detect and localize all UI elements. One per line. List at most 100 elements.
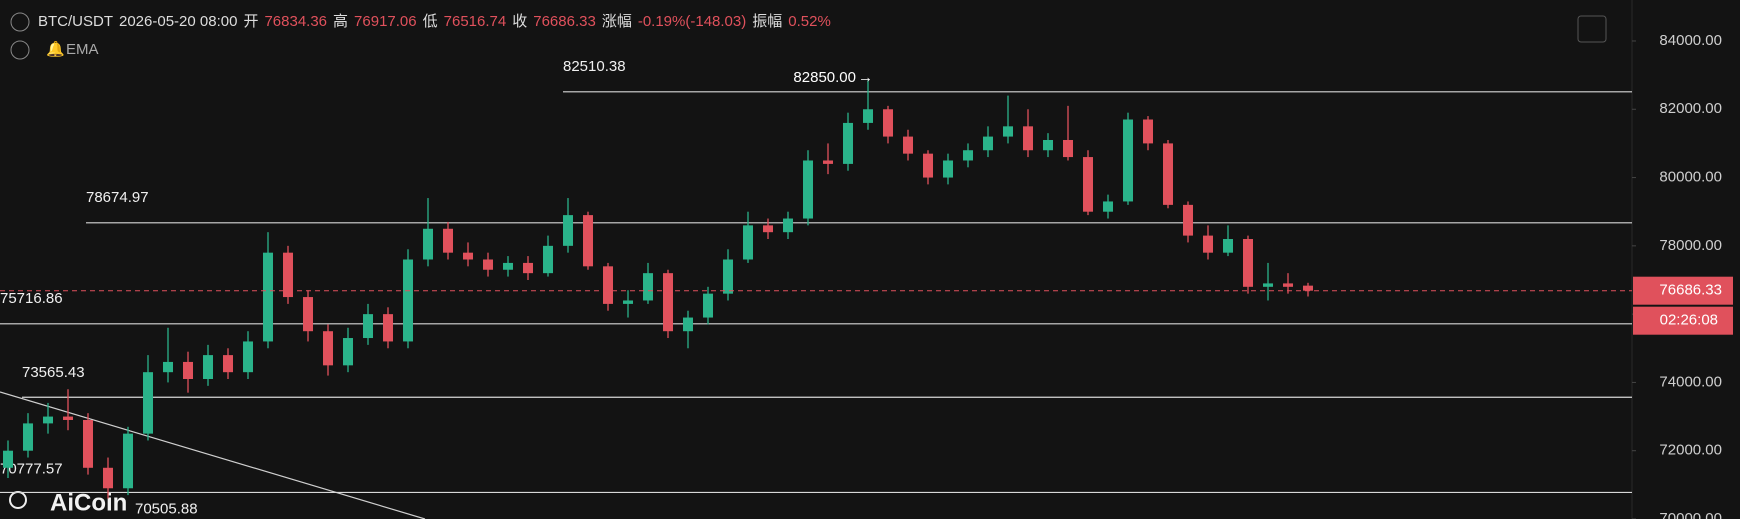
- candle-body: [223, 355, 233, 373]
- y-tick-label: 78000.00: [1659, 237, 1722, 254]
- candle-body: [323, 331, 333, 366]
- header-close: 76686.33: [533, 13, 596, 30]
- candle-body: [543, 245, 553, 274]
- candle-body: [1243, 239, 1253, 287]
- current-price-label: 76686.33: [1659, 282, 1722, 299]
- candle-body: [723, 259, 733, 294]
- candle-body: [863, 109, 873, 123]
- candle-body: [783, 218, 793, 233]
- peak-arrow: →: [858, 69, 873, 86]
- candle-body: [1123, 119, 1133, 202]
- candle-body: [103, 467, 113, 489]
- y-tick-label: 74000.00: [1659, 373, 1722, 390]
- candle-body: [1023, 126, 1033, 151]
- candle-body: [403, 259, 413, 342]
- candle-body: [23, 423, 33, 451]
- candle-body: [263, 252, 273, 342]
- candle-body: [1203, 235, 1213, 253]
- candle-body: [343, 338, 353, 366]
- candle-body: [983, 136, 993, 151]
- header-pair: BTC/USDT: [38, 13, 113, 30]
- candle-body: [683, 317, 693, 332]
- candle-body: [1063, 139, 1073, 158]
- candle-body: [443, 228, 453, 253]
- candle-body: [3, 450, 13, 468]
- y-tick-label: 84000.00: [1659, 32, 1722, 49]
- header-low-label: 低: [423, 13, 438, 30]
- header-open: 76834.36: [264, 13, 327, 30]
- level-label: 78674.97: [86, 189, 149, 206]
- candle-body: [943, 160, 953, 178]
- y-tick-label: 70000.00: [1659, 510, 1722, 519]
- candle-body: [503, 262, 513, 270]
- header-close-label: 收: [512, 13, 527, 30]
- candle-body: [203, 355, 213, 380]
- candle-body: [843, 122, 853, 164]
- level-label: 73565.43: [22, 364, 85, 381]
- header-change: -0.19%(-148.03): [638, 13, 746, 30]
- candle-body: [1263, 283, 1273, 287]
- candle-body: [423, 228, 433, 260]
- candle-body: [1003, 126, 1013, 137]
- candle-body: [883, 109, 893, 137]
- candle-body: [363, 314, 373, 339]
- level-label: 70505.88: [135, 501, 198, 518]
- candle-body: [283, 252, 293, 298]
- trend-line: [0, 391, 426, 519]
- fullscreen-button[interactable]: [1577, 15, 1607, 43]
- collapse-icon[interactable]: [10, 12, 30, 32]
- bell-icon[interactable]: 🔔: [46, 40, 65, 58]
- header-amplitude: 0.52%: [788, 13, 831, 30]
- candle-body: [43, 416, 53, 424]
- level-label: 75716.86: [0, 290, 63, 307]
- header-open-label: 开: [243, 13, 258, 30]
- y-tick-label: 80000.00: [1659, 169, 1722, 186]
- candle-body: [1283, 283, 1293, 287]
- candle-body: [1303, 285, 1313, 291]
- peak-label: 82850.00: [793, 69, 856, 86]
- level-label: 70777.57: [0, 460, 63, 477]
- y-tick-label: 72000.00: [1659, 442, 1722, 459]
- candle-body: [523, 262, 533, 274]
- countdown-label: 02:26:08: [1660, 312, 1718, 329]
- candle-body: [763, 225, 773, 233]
- candle-body: [463, 252, 473, 260]
- candle-body: [803, 160, 813, 219]
- level-label: 82510.38: [563, 58, 626, 75]
- candle-body: [143, 372, 153, 434]
- candle-body: [1143, 119, 1153, 144]
- candle-body: [1043, 139, 1053, 151]
- candle-body: [1163, 143, 1173, 205]
- candle-body: [743, 225, 753, 260]
- header-time: 2026-05-20 08:00: [119, 13, 237, 30]
- candle-body: [623, 300, 633, 304]
- current-price-box: [1633, 276, 1733, 305]
- candle-body: [1103, 201, 1113, 212]
- candle-body: [483, 259, 493, 270]
- candle-body: [603, 266, 613, 304]
- candle-body: [163, 361, 173, 373]
- candle-body: [963, 150, 973, 161]
- candle-body: [1083, 157, 1093, 212]
- candle-body: [703, 293, 713, 318]
- candle-body: [243, 341, 253, 373]
- candle-body: [303, 297, 313, 332]
- candle-body: [1223, 239, 1233, 253]
- candle-body: [183, 361, 193, 380]
- candle-body: [823, 160, 833, 164]
- header-amplitude-label: 振幅: [752, 13, 782, 30]
- indicator: EMA: [66, 41, 99, 58]
- candle-body: [903, 136, 913, 154]
- collapse-icon[interactable]: [10, 40, 30, 60]
- candle-body: [63, 416, 73, 420]
- candle-body: [643, 273, 653, 301]
- candle-body: [563, 215, 573, 246]
- candle-body: [1183, 204, 1193, 236]
- candle-body: [583, 215, 593, 267]
- candle-body: [663, 273, 673, 332]
- candle-body: [123, 433, 133, 489]
- watermark: AiCoin: [50, 489, 127, 516]
- header-change-label: 涨幅: [602, 13, 632, 30]
- y-tick-label: 82000.00: [1659, 100, 1722, 117]
- candle-body: [923, 153, 933, 178]
